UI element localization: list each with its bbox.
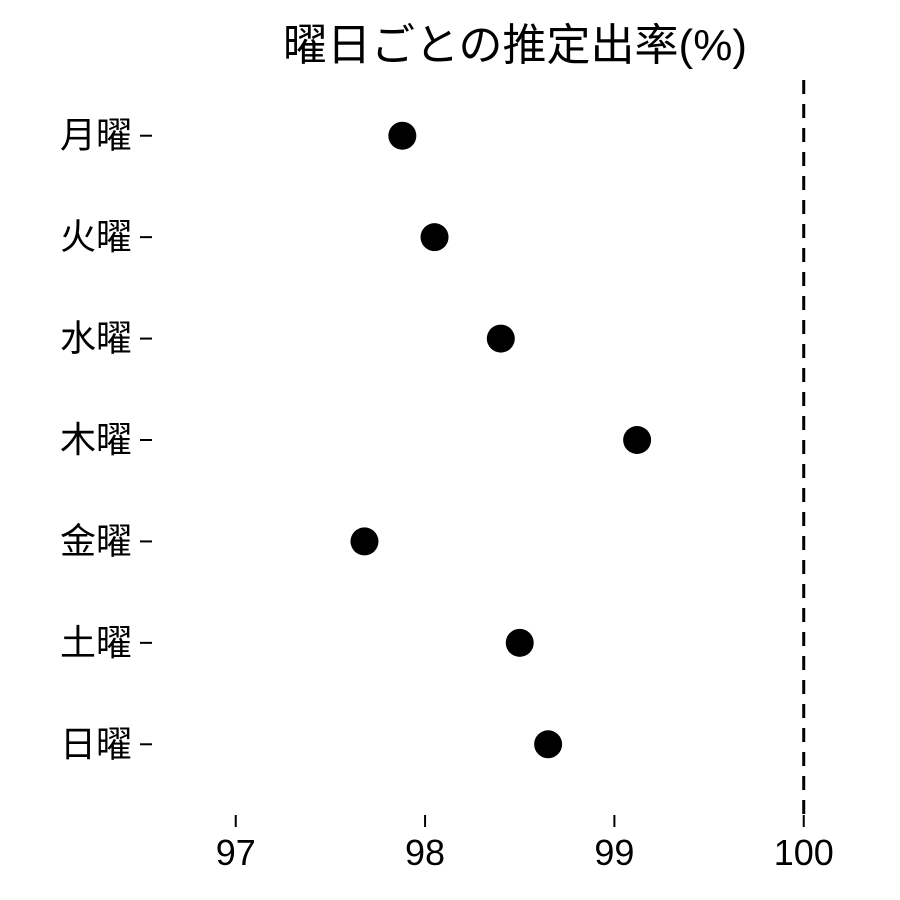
y-axis-label: 火曜	[60, 216, 132, 257]
data-point	[421, 223, 449, 251]
data-point	[350, 527, 378, 555]
data-point	[388, 122, 416, 150]
data-point	[506, 629, 534, 657]
y-axis-label: 日曜	[60, 723, 132, 764]
x-axis-label: 99	[594, 832, 634, 873]
y-axis-label: 木曜	[60, 419, 132, 460]
x-axis-label: 98	[405, 832, 445, 873]
x-axis-label: 100	[774, 832, 834, 873]
x-axis-label: 97	[216, 832, 256, 873]
data-point	[534, 730, 562, 758]
chart-title: 曜日ごとの推定出率(%)	[283, 21, 747, 70]
data-point	[623, 426, 651, 454]
dot-chart: 曜日ごとの推定出率(%) 月曜火曜水曜木曜金曜土曜日曜 97 98 99 100	[0, 0, 900, 900]
y-axis-label: 月曜	[60, 115, 132, 156]
y-axis-label: 土曜	[60, 622, 132, 663]
y-axis-label: 水曜	[60, 318, 132, 359]
data-point	[487, 325, 515, 353]
y-axis-label: 金曜	[60, 520, 132, 561]
chart-container: 曜日ごとの推定出率(%) 月曜火曜水曜木曜金曜土曜日曜 97 98 99 100	[0, 0, 900, 900]
